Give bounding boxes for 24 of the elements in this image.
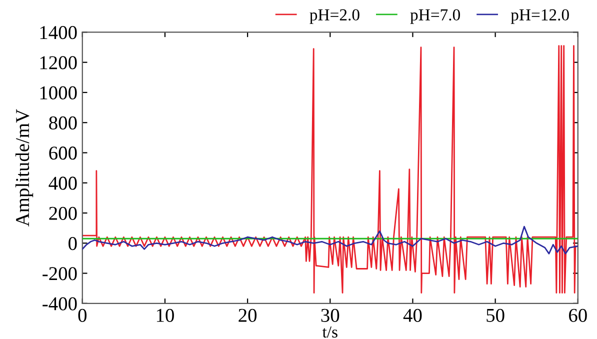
- y-tick-label: 0: [68, 236, 77, 250]
- y-tick-label: 200: [49, 206, 77, 220]
- y-tick-label: -200: [42, 267, 77, 280]
- y-tick-label: 1000: [40, 86, 77, 100]
- y-axis-title: Amplitude/mV: [15, 109, 34, 226]
- x-tick-label: 40: [403, 308, 422, 322]
- x-axis-title: t/s: [322, 326, 338, 338]
- y-tick-label: -400: [42, 297, 77, 310]
- x-tick-label: 30: [321, 308, 340, 322]
- x-tick-label: 60: [569, 308, 587, 322]
- legend-label: pH=7.0: [410, 9, 460, 24]
- y-tick-label: 800: [49, 116, 77, 130]
- legend-label: pH=12.0: [510, 9, 569, 24]
- y-tick-label: 400: [48, 176, 77, 190]
- line-series: [82, 45, 576, 294]
- y-tick-label: 1200: [40, 56, 77, 70]
- y-tick-label: 600: [49, 146, 77, 160]
- x-tick-label: 20: [238, 308, 257, 322]
- y-tick-label: 1400: [40, 26, 77, 40]
- legend-label: pH=2.0: [310, 9, 360, 24]
- line-series: [82, 226, 578, 254]
- x-tick-label: 50: [486, 308, 504, 322]
- x-tick-label: 10: [156, 308, 174, 322]
- x-tick-label: 0: [78, 308, 87, 322]
